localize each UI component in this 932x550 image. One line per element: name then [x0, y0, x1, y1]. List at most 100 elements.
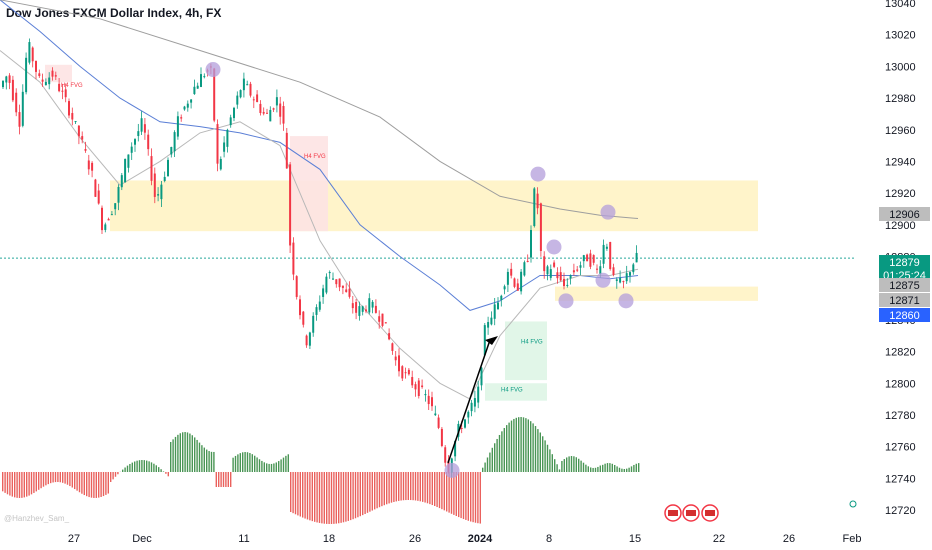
candle-body — [41, 79, 44, 82]
candle-body — [530, 230, 532, 258]
osc-bar — [614, 464, 616, 472]
osc-bar — [194, 437, 196, 472]
osc-bar — [69, 472, 71, 487]
candle-body — [275, 97, 278, 106]
candle-body — [5, 76, 8, 83]
osc-bar — [386, 472, 388, 505]
osc-bar — [153, 463, 155, 472]
us-event-flag-icon-body — [668, 510, 678, 516]
candle-body — [292, 242, 295, 275]
price-badge-value: 12879 — [889, 257, 920, 269]
osc-bar — [582, 462, 585, 472]
osc-bar — [213, 451, 215, 472]
osc-bar — [494, 443, 496, 472]
osc-bar — [513, 418, 515, 472]
osc-bar — [237, 454, 239, 472]
osc-bar — [376, 472, 378, 509]
osc-bar — [467, 472, 469, 521]
candle-body — [404, 372, 407, 374]
osc-bar — [357, 472, 359, 518]
osc-bar — [563, 459, 565, 472]
candle-body — [427, 395, 430, 405]
y-tick-label: 12960 — [885, 125, 916, 137]
osc-bar — [530, 421, 532, 472]
osc-bar — [345, 472, 347, 522]
osc-bar — [45, 472, 47, 486]
candle-body — [31, 47, 34, 62]
osc-bar — [587, 466, 589, 472]
osc-bar — [477, 472, 479, 524]
osc-bar — [102, 472, 105, 497]
osc-bar — [177, 434, 179, 472]
candle-body — [493, 304, 496, 319]
osc-bar — [280, 459, 282, 472]
x-tick-label: 2024 — [468, 533, 493, 545]
osc-bar — [321, 472, 323, 524]
osc-bar — [239, 453, 241, 472]
x-tick-label: 26 — [783, 533, 795, 545]
candle-body — [2, 80, 4, 88]
osc-bar — [160, 469, 162, 472]
candle-body — [54, 75, 57, 77]
candle-body — [520, 271, 523, 292]
candle-body — [130, 146, 133, 153]
osc-bar — [18, 472, 21, 498]
candle-body — [124, 158, 127, 183]
osc-bar — [112, 472, 114, 480]
x-tick-label: 15 — [629, 533, 641, 545]
osc-bar — [527, 419, 529, 472]
candle-body — [11, 79, 14, 101]
candle-body — [299, 299, 301, 316]
osc-bar — [378, 472, 381, 508]
osc-bar — [191, 435, 193, 472]
osc-bar — [599, 465, 601, 472]
osc-bar — [230, 472, 232, 487]
candle-body — [107, 218, 110, 221]
osc-bar — [208, 451, 210, 472]
candle-body — [74, 121, 77, 123]
candle-body — [407, 369, 410, 375]
candle-body — [444, 447, 447, 463]
osc-bar — [597, 466, 599, 472]
osc-bar — [136, 460, 138, 472]
osc-bar — [491, 447, 493, 472]
candle-body — [543, 256, 546, 272]
osc-bar — [537, 429, 539, 472]
candle-body — [361, 306, 364, 312]
osc-bar — [33, 472, 35, 493]
osc-bar — [129, 463, 131, 472]
candle-body — [619, 277, 622, 283]
osc-bar — [395, 472, 397, 502]
candle-body — [589, 253, 592, 267]
osc-bar — [633, 464, 635, 472]
osc-bar — [455, 472, 457, 517]
osc-bar — [218, 472, 220, 487]
candle-body — [431, 397, 433, 407]
osc-bar — [198, 442, 201, 472]
candle-body — [322, 288, 325, 297]
osc-bar — [254, 455, 256, 472]
watermark-text: @Hanzhev_Sam_ — [4, 514, 70, 523]
chart-title: Dow Jones FXCM Dollar Index, 4h, FX — [6, 6, 222, 20]
osc-bar — [59, 472, 61, 483]
osc-bar — [626, 468, 628, 472]
candle-body — [553, 262, 556, 267]
osc-bar — [362, 472, 364, 516]
osc-bar — [347, 472, 349, 521]
candle-body — [87, 160, 90, 170]
swing-marker — [595, 272, 611, 288]
candles — [2, 38, 638, 478]
osc-bar — [503, 428, 505, 472]
x-tick-label: Dec — [132, 533, 152, 545]
zone-fvg_green-4 — [485, 383, 547, 401]
candle-body — [629, 272, 631, 276]
osc-bar — [21, 472, 23, 498]
osc-bar — [472, 472, 474, 523]
osc-bar — [496, 438, 498, 472]
candle-body — [371, 301, 374, 308]
osc-bar — [479, 472, 481, 524]
osc-bar — [400, 472, 402, 501]
osc-bar — [434, 472, 436, 507]
candle-body — [282, 106, 285, 124]
